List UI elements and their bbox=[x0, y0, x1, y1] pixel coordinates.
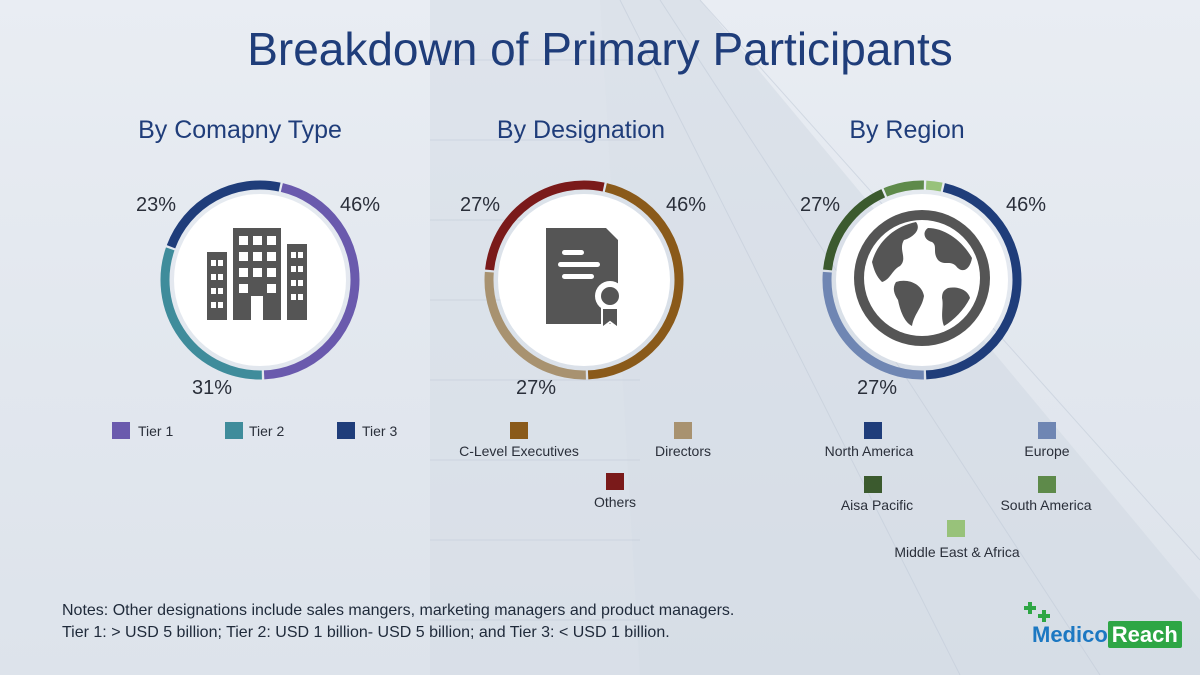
legend-swatch-north-america bbox=[864, 422, 882, 439]
donut-segment-others bbox=[485, 180, 605, 271]
building-icon bbox=[207, 228, 307, 320]
others-pct: 27% bbox=[460, 194, 501, 216]
north-america-pct: 46% bbox=[1006, 194, 1047, 216]
legend-swatch-tier2 bbox=[225, 422, 243, 439]
tier1-pct: 46% bbox=[340, 194, 381, 216]
legend-swatch-europe bbox=[1038, 422, 1056, 439]
legend-mea: Middle East & Africa bbox=[894, 544, 1020, 560]
legend-north-america: North America bbox=[824, 443, 914, 459]
notes-line-1: Notes: Other designations include sales … bbox=[62, 602, 735, 619]
company-type-donut bbox=[160, 180, 360, 380]
legend-swatch-south-america bbox=[1038, 476, 1056, 493]
legend-tier1: Tier 1 bbox=[138, 423, 174, 439]
legend-others: Others bbox=[593, 494, 637, 510]
europe-pct: 27% bbox=[857, 377, 898, 399]
legend-swatch-directors bbox=[674, 422, 692, 439]
donut-segment-north-america bbox=[925, 183, 1022, 380]
tier2-pct: 31% bbox=[192, 377, 233, 399]
donut-segment-c-level bbox=[587, 183, 684, 380]
legend-swatch-tier1 bbox=[112, 422, 130, 439]
legend-swatch-c-level bbox=[510, 422, 528, 439]
logo-medico: Medico bbox=[1032, 622, 1108, 647]
donut-segment-europe bbox=[822, 271, 924, 380]
notes-line-2: Tier 1: > USD 5 billion; Tier 2: USD 1 b… bbox=[62, 624, 670, 641]
legend-swatch-others bbox=[606, 473, 624, 490]
legend-c-level: C-Level Executives bbox=[459, 443, 579, 459]
donut-segment-tier1 bbox=[263, 183, 360, 380]
company-type-title: By Comapny Type bbox=[138, 116, 342, 144]
donut-segment-south-america bbox=[883, 180, 924, 197]
legend-swatch-tier3 bbox=[337, 422, 355, 439]
legend-directors: Directors bbox=[654, 443, 712, 459]
legend-europe: Europe bbox=[1024, 443, 1070, 459]
c-level-pct: 46% bbox=[666, 194, 707, 216]
plus-icon bbox=[1024, 602, 1050, 622]
legend-asia-pacific: Aisa Pacific bbox=[840, 497, 914, 513]
donut-segment-tier2 bbox=[160, 247, 262, 380]
donut-segment-asia-pacific bbox=[823, 189, 886, 271]
designation-donut bbox=[484, 180, 684, 380]
certificate-icon bbox=[546, 228, 625, 330]
legend-tier2: Tier 2 bbox=[249, 423, 285, 439]
tier3-pct: 23% bbox=[136, 194, 177, 216]
region-title: By Region bbox=[849, 116, 965, 144]
asia-pacific-pct: 27% bbox=[800, 194, 841, 216]
region-donut bbox=[822, 180, 1022, 380]
notes: Notes: Other designations include sales … bbox=[62, 600, 734, 644]
donut-segment-directors bbox=[484, 271, 586, 380]
designation-title: By Designation bbox=[496, 116, 666, 144]
medicoreach-logo: Medico Reach bbox=[1024, 602, 1184, 662]
directors-pct: 27% bbox=[516, 377, 557, 399]
donut-segment-tier3 bbox=[166, 180, 281, 249]
legend-swatch-mea bbox=[947, 520, 965, 537]
donut-segment-mea bbox=[925, 180, 943, 192]
globe-icon bbox=[854, 210, 990, 346]
page-title: Breakdown of Primary Participants bbox=[247, 23, 953, 75]
legend-tier3: Tier 3 bbox=[362, 423, 398, 439]
legend-south-america: South America bbox=[1000, 497, 1092, 513]
legend-swatch-asia-pacific bbox=[864, 476, 882, 493]
logo-reach: Reach bbox=[1107, 621, 1182, 648]
